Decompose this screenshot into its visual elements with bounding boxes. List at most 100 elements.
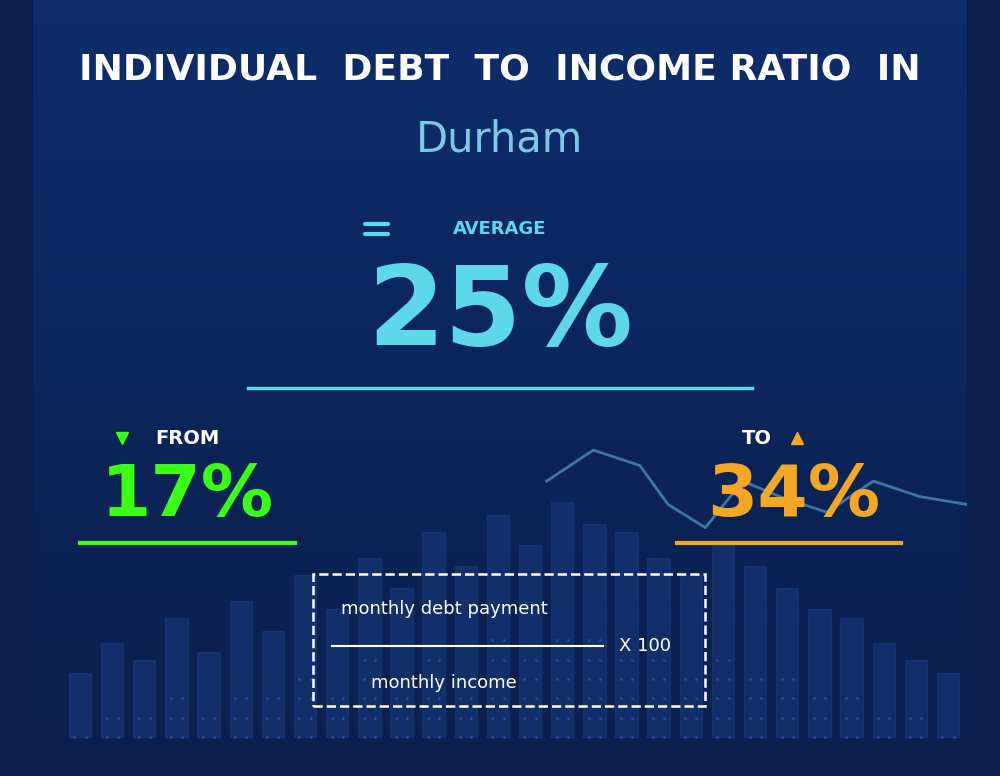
Bar bbox=[33, 147, 967, 155]
Bar bbox=[33, 675, 967, 683]
Bar bbox=[422, 532, 445, 737]
Bar bbox=[519, 545, 541, 737]
Bar bbox=[33, 504, 967, 512]
Bar bbox=[33, 574, 967, 582]
Bar bbox=[33, 768, 967, 776]
Bar bbox=[33, 132, 967, 140]
Bar bbox=[33, 598, 967, 605]
Text: TO: TO bbox=[742, 429, 772, 448]
Bar bbox=[33, 497, 967, 504]
Bar bbox=[33, 458, 967, 466]
Text: 17%: 17% bbox=[101, 462, 274, 531]
Text: monthly debt payment: monthly debt payment bbox=[341, 600, 547, 618]
Bar bbox=[33, 636, 967, 644]
Bar bbox=[101, 643, 123, 737]
Bar bbox=[33, 365, 967, 372]
Bar bbox=[33, 318, 967, 326]
Bar bbox=[33, 613, 967, 621]
Bar bbox=[33, 248, 967, 256]
Bar bbox=[776, 588, 798, 737]
Bar bbox=[358, 558, 381, 737]
Bar bbox=[33, 217, 967, 225]
Bar bbox=[33, 396, 967, 404]
Bar bbox=[33, 729, 967, 737]
Text: 34%: 34% bbox=[707, 462, 881, 531]
Bar bbox=[583, 524, 606, 737]
Bar bbox=[615, 532, 638, 737]
Bar bbox=[33, 582, 967, 590]
Bar bbox=[33, 349, 967, 357]
Bar bbox=[873, 643, 895, 737]
Bar bbox=[294, 575, 316, 737]
Bar bbox=[840, 618, 863, 737]
Bar bbox=[33, 272, 967, 279]
Bar bbox=[390, 588, 413, 737]
Bar bbox=[165, 618, 188, 737]
Bar bbox=[33, 551, 967, 559]
Bar bbox=[33, 16, 967, 23]
Bar bbox=[33, 605, 967, 613]
Bar bbox=[33, 481, 967, 489]
Bar bbox=[33, 411, 967, 419]
Bar bbox=[230, 601, 252, 737]
Bar bbox=[133, 660, 155, 737]
Bar bbox=[33, 698, 967, 706]
Bar bbox=[326, 609, 348, 737]
Bar bbox=[33, 264, 967, 272]
Bar bbox=[33, 78, 967, 85]
Bar bbox=[33, 380, 967, 388]
Bar bbox=[33, 357, 967, 365]
Bar bbox=[33, 512, 967, 520]
Bar bbox=[33, 8, 967, 16]
Bar bbox=[33, 753, 967, 760]
Bar bbox=[33, 140, 967, 147]
Bar bbox=[33, 760, 967, 768]
Bar bbox=[33, 341, 967, 349]
Bar bbox=[33, 372, 967, 380]
Bar bbox=[33, 435, 967, 442]
Bar bbox=[33, 202, 967, 210]
Bar bbox=[33, 629, 967, 636]
Bar bbox=[33, 163, 967, 171]
Bar bbox=[33, 0, 967, 8]
Bar bbox=[33, 171, 967, 178]
Bar bbox=[33, 31, 967, 39]
Text: AVERAGE: AVERAGE bbox=[453, 220, 547, 238]
Bar bbox=[33, 70, 967, 78]
Bar bbox=[33, 295, 967, 303]
Text: Durham: Durham bbox=[416, 119, 584, 161]
Bar bbox=[33, 590, 967, 598]
Bar bbox=[33, 256, 967, 264]
Bar bbox=[33, 124, 967, 132]
Bar bbox=[33, 334, 967, 341]
Bar bbox=[33, 310, 967, 318]
Bar bbox=[33, 210, 967, 217]
Text: INDIVIDUAL  DEBT  TO  INCOME RATIO  IN: INDIVIDUAL DEBT TO INCOME RATIO IN bbox=[79, 53, 921, 87]
Bar bbox=[647, 558, 670, 737]
Bar bbox=[33, 489, 967, 497]
Bar bbox=[33, 39, 967, 47]
Bar bbox=[33, 722, 967, 729]
Bar bbox=[487, 515, 509, 737]
Bar bbox=[937, 674, 959, 737]
Bar bbox=[33, 644, 967, 652]
Bar bbox=[33, 287, 967, 295]
Bar bbox=[33, 241, 967, 248]
Bar bbox=[262, 630, 284, 737]
Bar bbox=[33, 178, 967, 186]
Bar bbox=[33, 442, 967, 450]
Bar bbox=[33, 116, 967, 124]
Bar bbox=[33, 652, 967, 660]
Bar bbox=[33, 427, 967, 435]
Bar bbox=[33, 47, 967, 54]
Bar bbox=[33, 450, 967, 458]
Bar bbox=[33, 101, 967, 109]
Bar bbox=[33, 520, 967, 528]
Bar bbox=[33, 109, 967, 116]
Bar bbox=[33, 155, 967, 163]
Bar bbox=[33, 186, 967, 194]
Bar bbox=[33, 404, 967, 411]
Bar bbox=[551, 503, 573, 737]
Bar bbox=[33, 326, 967, 334]
Text: monthly income: monthly income bbox=[371, 674, 517, 692]
